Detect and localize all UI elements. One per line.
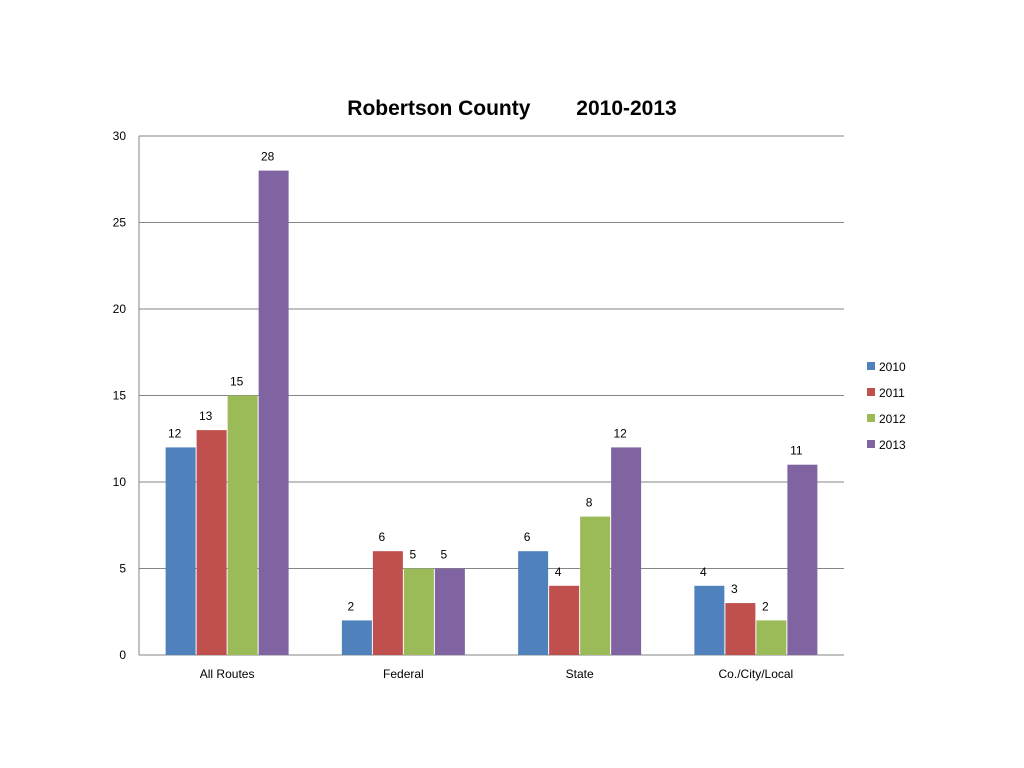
data-label-2011-2: 4 — [555, 565, 562, 579]
y-tick-label-20: 20 — [113, 302, 127, 316]
bar-2012-2 — [580, 516, 611, 655]
data-label-2010-2: 6 — [524, 530, 531, 544]
legend-swatch-2012 — [867, 414, 875, 422]
title-county: Robertson County — [347, 97, 531, 120]
bar-2010-3 — [694, 585, 725, 655]
y-tick-label-5: 5 — [119, 562, 126, 576]
bar-2011-2 — [549, 585, 580, 655]
bar-2011-0 — [196, 430, 227, 655]
bar-2011-3 — [725, 603, 756, 655]
legend-label-2013: 2013 — [879, 438, 906, 452]
x-tick-label-2: State — [566, 667, 594, 681]
data-label-2010-1: 2 — [348, 599, 355, 613]
bar-2013-2 — [611, 447, 642, 655]
bar-2010-2 — [518, 551, 549, 655]
y-tick-label-30: 30 — [113, 129, 127, 143]
bar-2013-1 — [434, 568, 465, 655]
data-label-2012-0: 15 — [230, 375, 244, 389]
x-tick-label-1: Federal — [383, 667, 424, 681]
bar-2012-3 — [756, 620, 787, 655]
legend-swatch-2013 — [867, 440, 875, 448]
legend-swatch-2011 — [867, 388, 875, 396]
y-tick-label-0: 0 — [119, 648, 126, 662]
data-label-2013-1: 5 — [441, 548, 448, 562]
data-label-2010-0: 12 — [168, 426, 182, 440]
data-label-2011-1: 6 — [379, 530, 386, 544]
data-label-2011-3: 3 — [731, 582, 738, 596]
data-label-2012-2: 8 — [586, 496, 593, 510]
legend-label-2010: 2010 — [879, 360, 906, 374]
data-label-2013-3: 11 — [790, 444, 803, 458]
bar-2013-0 — [258, 170, 289, 655]
bar-2010-0 — [165, 447, 196, 655]
data-label-2013-0: 28 — [261, 150, 275, 164]
y-tick-label-15: 15 — [113, 389, 127, 403]
data-label-2013-2: 12 — [613, 426, 627, 440]
x-tick-label-3: Co./City/Local — [719, 667, 794, 681]
bar-2013-3 — [787, 464, 818, 655]
data-label-2010-3: 4 — [700, 565, 707, 579]
chart-title: Robertson County 2010-2013 — [0, 97, 1024, 121]
legend-label-2011: 2011 — [879, 386, 905, 400]
y-tick-label-10: 10 — [113, 475, 127, 489]
data-label-2012-3: 2 — [762, 599, 769, 613]
data-label-2011-0: 13 — [199, 409, 213, 423]
legend-label-2012: 2012 — [879, 412, 906, 426]
data-label-2012-1: 5 — [410, 548, 417, 562]
bar-2012-1 — [403, 568, 434, 655]
bar-2011-1 — [372, 551, 403, 655]
bar-2012-0 — [227, 395, 258, 655]
legend-swatch-2010 — [867, 362, 875, 370]
title-years: 2010-2013 — [576, 97, 677, 120]
x-tick-label-0: All Routes — [200, 667, 255, 681]
bar-2010-1 — [341, 620, 372, 655]
y-tick-label-25: 25 — [113, 216, 127, 230]
